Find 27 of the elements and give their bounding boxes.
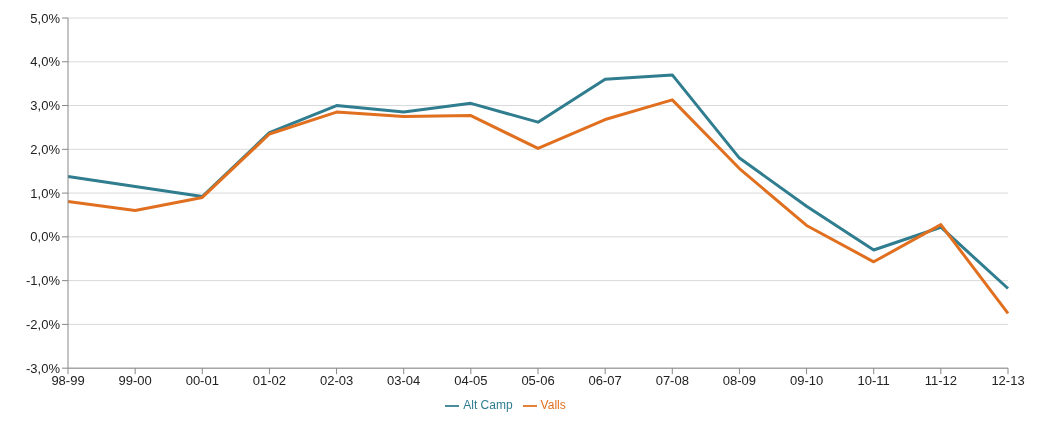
x-tick-label: 11-12	[924, 373, 958, 389]
x-tick-label: 99-00	[118, 373, 152, 389]
line-series	[66, 98, 1010, 315]
legend-label: Valls	[540, 398, 566, 413]
x-tick-label: 01-02	[252, 373, 287, 389]
y-tick-label: 2,0%	[30, 141, 61, 157]
y-tick-label: 0,0%	[30, 229, 61, 245]
x-tick-label: 00-01	[185, 373, 219, 389]
y-tick-label: 3,0%	[30, 98, 61, 114]
x-tick-label: 08-09	[722, 373, 757, 389]
y-tick-label: -1,0%	[26, 273, 61, 289]
y-tick-label: -2,0%	[26, 317, 61, 333]
x-tick-label: 10-11	[857, 373, 890, 389]
x-tick-label: 07-08	[655, 373, 689, 389]
y-tick-label: -3,0%	[26, 360, 61, 376]
x-tick-label: 12-13	[991, 373, 1025, 389]
y-tick-label: 4,0%	[30, 54, 61, 70]
x-tick-label: 09-10	[789, 373, 824, 389]
legend-label: Alt Camp	[463, 398, 513, 413]
x-tick-label: 03-04	[387, 373, 421, 389]
x-tick-label: 05-06	[521, 373, 555, 389]
x-tick-label: 06-07	[588, 373, 622, 389]
x-tick-label: 02-03	[319, 373, 354, 389]
x-tick-label: 04-05	[454, 373, 488, 389]
y-tick-label: 1,0%	[30, 185, 61, 201]
x-tick-label: 98-99	[51, 373, 85, 389]
y-tick-label: 5,0%	[30, 10, 61, 26]
